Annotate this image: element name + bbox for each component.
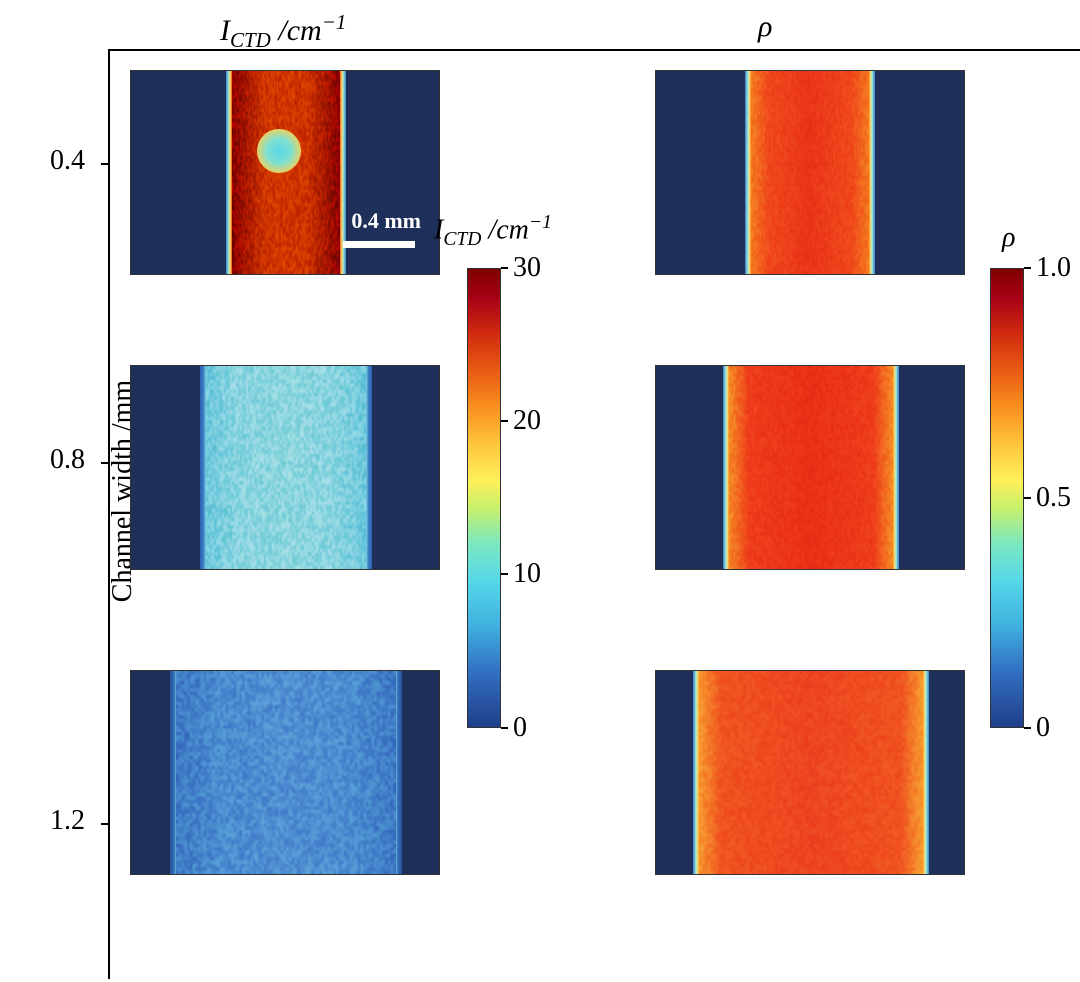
colorbar-rho-bar — [990, 268, 1024, 728]
colorbar-tick-label: 0.5 — [1036, 482, 1071, 514]
channel-region — [699, 671, 923, 874]
y-axis-line — [108, 49, 110, 979]
channel-edge — [723, 366, 729, 569]
channel-region — [176, 671, 396, 874]
colorbar-tick — [501, 573, 508, 575]
channel-edge — [893, 366, 899, 569]
channel-region — [751, 71, 869, 274]
channel-region — [729, 366, 893, 569]
colorbar-tick-label: 20 — [513, 405, 541, 437]
colorbar-tick-label: 10 — [513, 558, 541, 590]
colorbar-ictd-bar — [467, 268, 501, 728]
colorbar-rho — [990, 268, 1024, 728]
colorbar-ictd-title: ICTD /cm−1 — [434, 212, 552, 251]
scale-bar — [343, 241, 415, 248]
channel-edge — [745, 71, 751, 274]
colorbar-tick — [501, 267, 508, 269]
row-tick — [101, 163, 109, 165]
colorbar-rho-title: ρ — [1002, 222, 1015, 254]
colorbar-tick-label: 30 — [513, 252, 541, 284]
column-header-ictd: ICTD /cm−1 — [220, 10, 346, 53]
scale-bar-label: 0.4 mm — [351, 208, 421, 234]
colorbar-tick-label: 0 — [1036, 712, 1050, 744]
heatmap-panel — [655, 365, 965, 570]
colorbar-tick — [1024, 497, 1031, 499]
row-label: 0.8 — [50, 444, 85, 476]
channel-region — [232, 71, 340, 274]
channel-edge — [923, 671, 929, 874]
row-label: 1.2 — [50, 805, 85, 837]
heatmap-panel — [655, 70, 965, 275]
channel-region — [206, 366, 366, 569]
colorbar-tick-label: 0 — [513, 712, 527, 744]
channel-edge — [693, 671, 699, 874]
row-label: 0.4 — [50, 145, 85, 177]
heatmap-panel — [130, 670, 440, 875]
channel-edge — [200, 366, 206, 569]
column-header-rho: ρ — [758, 10, 772, 44]
colorbar-tick — [501, 727, 508, 729]
channel-edge — [170, 671, 176, 874]
colorbar-tick-label: 1.0 — [1036, 252, 1071, 284]
heatmap-panel — [655, 670, 965, 875]
channel-edge — [366, 366, 372, 569]
channel-edge — [396, 671, 402, 874]
colorbar-tick — [1024, 727, 1031, 729]
channel-edge — [226, 71, 232, 274]
bubble-feature — [257, 129, 301, 173]
colorbar-ictd — [467, 268, 501, 728]
row-tick — [101, 823, 109, 825]
channel-edge — [869, 71, 875, 274]
heatmap-panel: 0.4 mm — [130, 70, 440, 275]
heatmap-panel — [130, 365, 440, 570]
colorbar-tick — [1024, 267, 1031, 269]
row-tick — [101, 462, 109, 464]
colorbar-tick — [501, 420, 508, 422]
